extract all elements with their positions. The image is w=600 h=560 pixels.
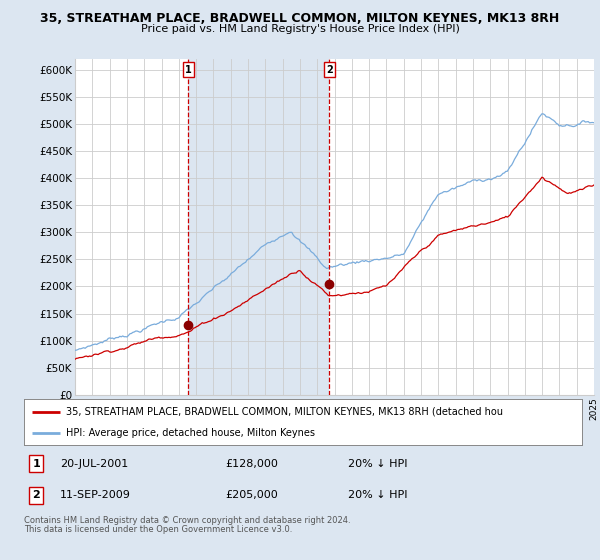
- Text: £205,000: £205,000: [225, 490, 278, 500]
- Text: HPI: Average price, detached house, Milton Keynes: HPI: Average price, detached house, Milt…: [66, 428, 315, 438]
- Bar: [188, 59, 329, 395]
- Text: 2: 2: [326, 64, 333, 74]
- Text: 20-JUL-2001: 20-JUL-2001: [60, 459, 128, 469]
- Text: 1: 1: [185, 64, 191, 74]
- Text: This data is licensed under the Open Government Licence v3.0.: This data is licensed under the Open Gov…: [24, 525, 292, 534]
- Text: 11-SEP-2009: 11-SEP-2009: [60, 490, 131, 500]
- Text: 35, STREATHAM PLACE, BRADWELL COMMON, MILTON KEYNES, MK13 8RH: 35, STREATHAM PLACE, BRADWELL COMMON, MI…: [40, 12, 560, 25]
- Text: 35, STREATHAM PLACE, BRADWELL COMMON, MILTON KEYNES, MK13 8RH (detached hou: 35, STREATHAM PLACE, BRADWELL COMMON, MI…: [66, 407, 503, 417]
- Text: 20% ↓ HPI: 20% ↓ HPI: [347, 459, 407, 469]
- Text: Contains HM Land Registry data © Crown copyright and database right 2024.: Contains HM Land Registry data © Crown c…: [24, 516, 350, 525]
- Text: Price paid vs. HM Land Registry's House Price Index (HPI): Price paid vs. HM Land Registry's House …: [140, 24, 460, 34]
- Text: £128,000: £128,000: [225, 459, 278, 469]
- Text: 20% ↓ HPI: 20% ↓ HPI: [347, 490, 407, 500]
- Text: 1: 1: [32, 459, 40, 469]
- Text: 2: 2: [32, 490, 40, 500]
